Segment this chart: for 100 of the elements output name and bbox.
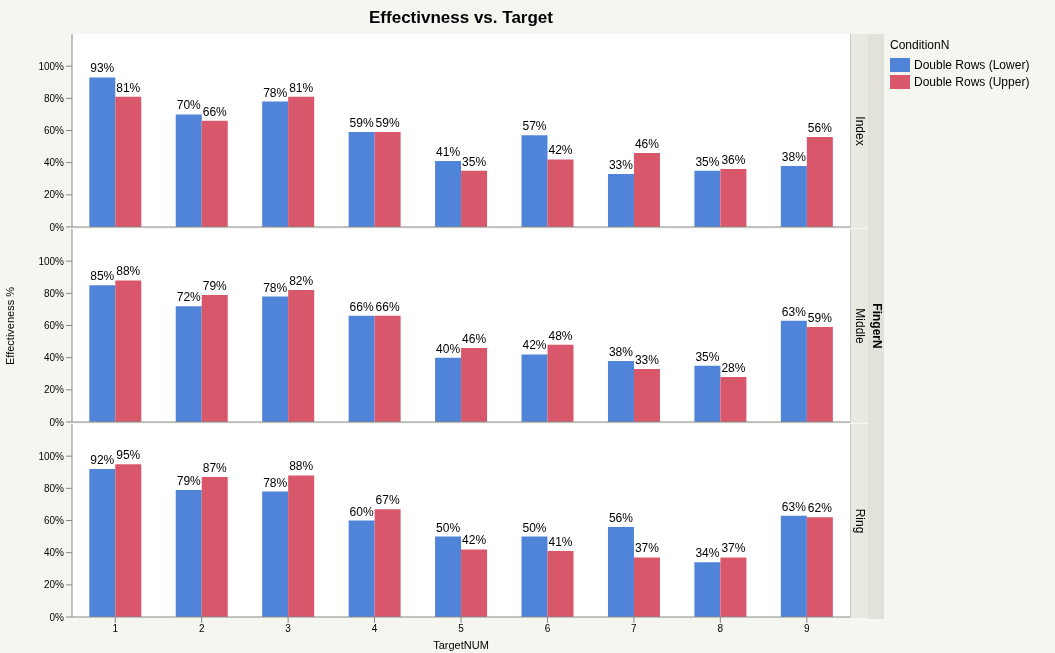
bar	[175, 114, 202, 227]
data-label: 63%	[781, 499, 807, 514]
bar	[780, 165, 807, 227]
y-tick-label: 80%	[43, 482, 65, 494]
bar	[461, 348, 488, 422]
bar	[521, 354, 548, 422]
bar	[780, 320, 807, 422]
data-label: 88%	[289, 459, 314, 474]
bar	[348, 520, 375, 617]
data-label: 81%	[116, 80, 141, 95]
bar	[547, 159, 574, 227]
y-tick-label: 60%	[43, 515, 65, 527]
bar	[780, 515, 807, 617]
bar	[461, 170, 488, 227]
data-label: 34%	[695, 546, 720, 561]
data-label: 42%	[548, 143, 573, 158]
data-label: 38%	[608, 344, 634, 359]
y-tick-label: 100%	[38, 450, 65, 462]
bar	[262, 296, 289, 422]
bar	[607, 173, 634, 227]
y-tick-label: 0%	[49, 611, 65, 623]
data-label: 46%	[462, 332, 487, 347]
data-label: 78%	[263, 280, 288, 295]
bar	[374, 132, 401, 227]
data-label: 67%	[375, 493, 400, 508]
bar	[521, 135, 548, 227]
bar	[201, 477, 228, 617]
y-axis-title: Effectiveness %	[4, 286, 16, 366]
data-label: 57%	[522, 119, 547, 134]
bar	[694, 170, 721, 227]
data-label: 66%	[202, 104, 228, 119]
x-tick-label: 2	[198, 623, 205, 635]
bar	[115, 280, 142, 422]
text: Ring	[853, 508, 867, 534]
data-label: 37%	[634, 541, 660, 556]
bar	[175, 489, 202, 617]
bar	[633, 368, 660, 422]
data-label: 50%	[436, 520, 461, 535]
data-label: 78%	[263, 85, 288, 100]
data-label: 85%	[90, 269, 115, 284]
bar	[115, 464, 142, 617]
data-label: 46%	[634, 137, 660, 152]
data-label: 62%	[807, 501, 833, 516]
data-label: 56%	[807, 120, 833, 135]
bar	[89, 285, 116, 422]
bar	[89, 469, 116, 617]
data-label: 92%	[90, 453, 115, 468]
data-label: 87%	[202, 461, 228, 476]
data-label: 63%	[781, 304, 807, 319]
data-label: 42%	[462, 533, 487, 548]
bar	[288, 290, 315, 422]
bar	[435, 357, 462, 422]
data-label: 79%	[176, 473, 202, 488]
x-tick-label: 1	[112, 623, 119, 635]
bar	[521, 536, 548, 617]
y-tick-label: 80%	[43, 92, 65, 104]
bar	[633, 153, 660, 227]
y-tick-label: 0%	[49, 416, 65, 428]
bar	[288, 96, 315, 227]
data-label: 33%	[634, 352, 660, 367]
bar	[694, 365, 721, 422]
x-tick-label: 9	[804, 623, 810, 635]
data-label: 48%	[548, 328, 573, 343]
bar	[435, 161, 462, 227]
data-label: 35%	[695, 349, 720, 364]
data-label: 41%	[548, 535, 573, 550]
data-label: 50%	[522, 520, 547, 535]
data-label: 28%	[721, 360, 746, 375]
data-label: 37%	[721, 541, 746, 556]
bar	[262, 491, 289, 617]
bar	[435, 536, 462, 617]
data-label: 42%	[522, 338, 547, 353]
x-tick-label: 5	[458, 623, 465, 635]
x-tick-label: 8	[717, 623, 724, 635]
bar	[607, 526, 634, 617]
y-tick-label: 60%	[43, 320, 65, 332]
data-label: 82%	[289, 274, 314, 289]
y-tick-label: 80%	[43, 287, 65, 299]
data-label: 59%	[349, 116, 374, 131]
bar	[720, 169, 747, 227]
y-tick-label: 60%	[43, 125, 65, 137]
bar	[201, 120, 228, 227]
data-label: 33%	[608, 157, 634, 172]
bar	[288, 475, 315, 617]
data-label: 66%	[375, 299, 400, 314]
data-label: 72%	[176, 290, 202, 305]
bar	[175, 306, 202, 422]
data-label: 95%	[116, 448, 141, 463]
data-label: 66%	[349, 299, 374, 314]
y-tick-label: 40%	[43, 157, 65, 169]
bar	[806, 136, 833, 227]
y-tick-label: 100%	[38, 255, 65, 267]
bar	[89, 77, 116, 227]
x-axis-title: TargetNUM	[432, 639, 490, 651]
text: Middle	[853, 308, 867, 344]
y-tick-label: 20%	[43, 189, 65, 201]
chart-title: Effectivness vs. Target	[368, 8, 554, 28]
data-label: 40%	[436, 341, 461, 356]
data-label: 81%	[289, 80, 314, 95]
y-tick-label: 20%	[43, 384, 65, 396]
